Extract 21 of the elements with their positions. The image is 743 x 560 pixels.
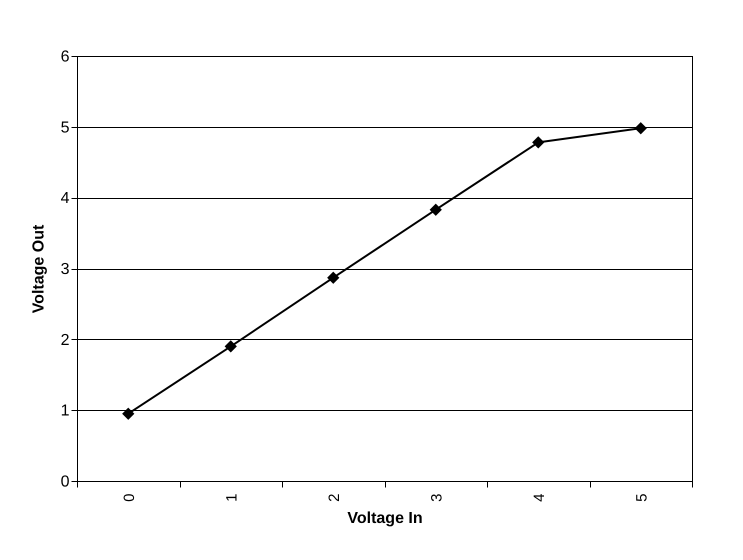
- point: [430, 204, 442, 216]
- point: [224, 340, 237, 353]
- x-tick-label: 3: [428, 494, 446, 502]
- x-tick-label: 4: [530, 494, 548, 502]
- x-tick-label: 1: [223, 494, 240, 502]
- y-tick-label: 6: [60, 48, 70, 66]
- y-tick-label: 5: [60, 119, 70, 136]
- x-tick-label: 0: [120, 494, 138, 502]
- y-tick-label: 2: [60, 332, 70, 349]
- point: [122, 408, 134, 420]
- x-tick-label: 5: [633, 494, 650, 502]
- y-tick-label: 3: [60, 261, 70, 278]
- point: [532, 136, 544, 149]
- y-tick-label: 1: [60, 402, 70, 420]
- x-tick-label: 2: [326, 494, 343, 502]
- y-tick-label: 0: [60, 474, 70, 490]
- point: [327, 272, 340, 284]
- y-tick-label: 4: [60, 190, 70, 208]
- point: [634, 122, 647, 134]
- y-axis-title: Voltage Out: [30, 224, 48, 314]
- x-axis-title: Voltage In: [347, 510, 423, 527]
